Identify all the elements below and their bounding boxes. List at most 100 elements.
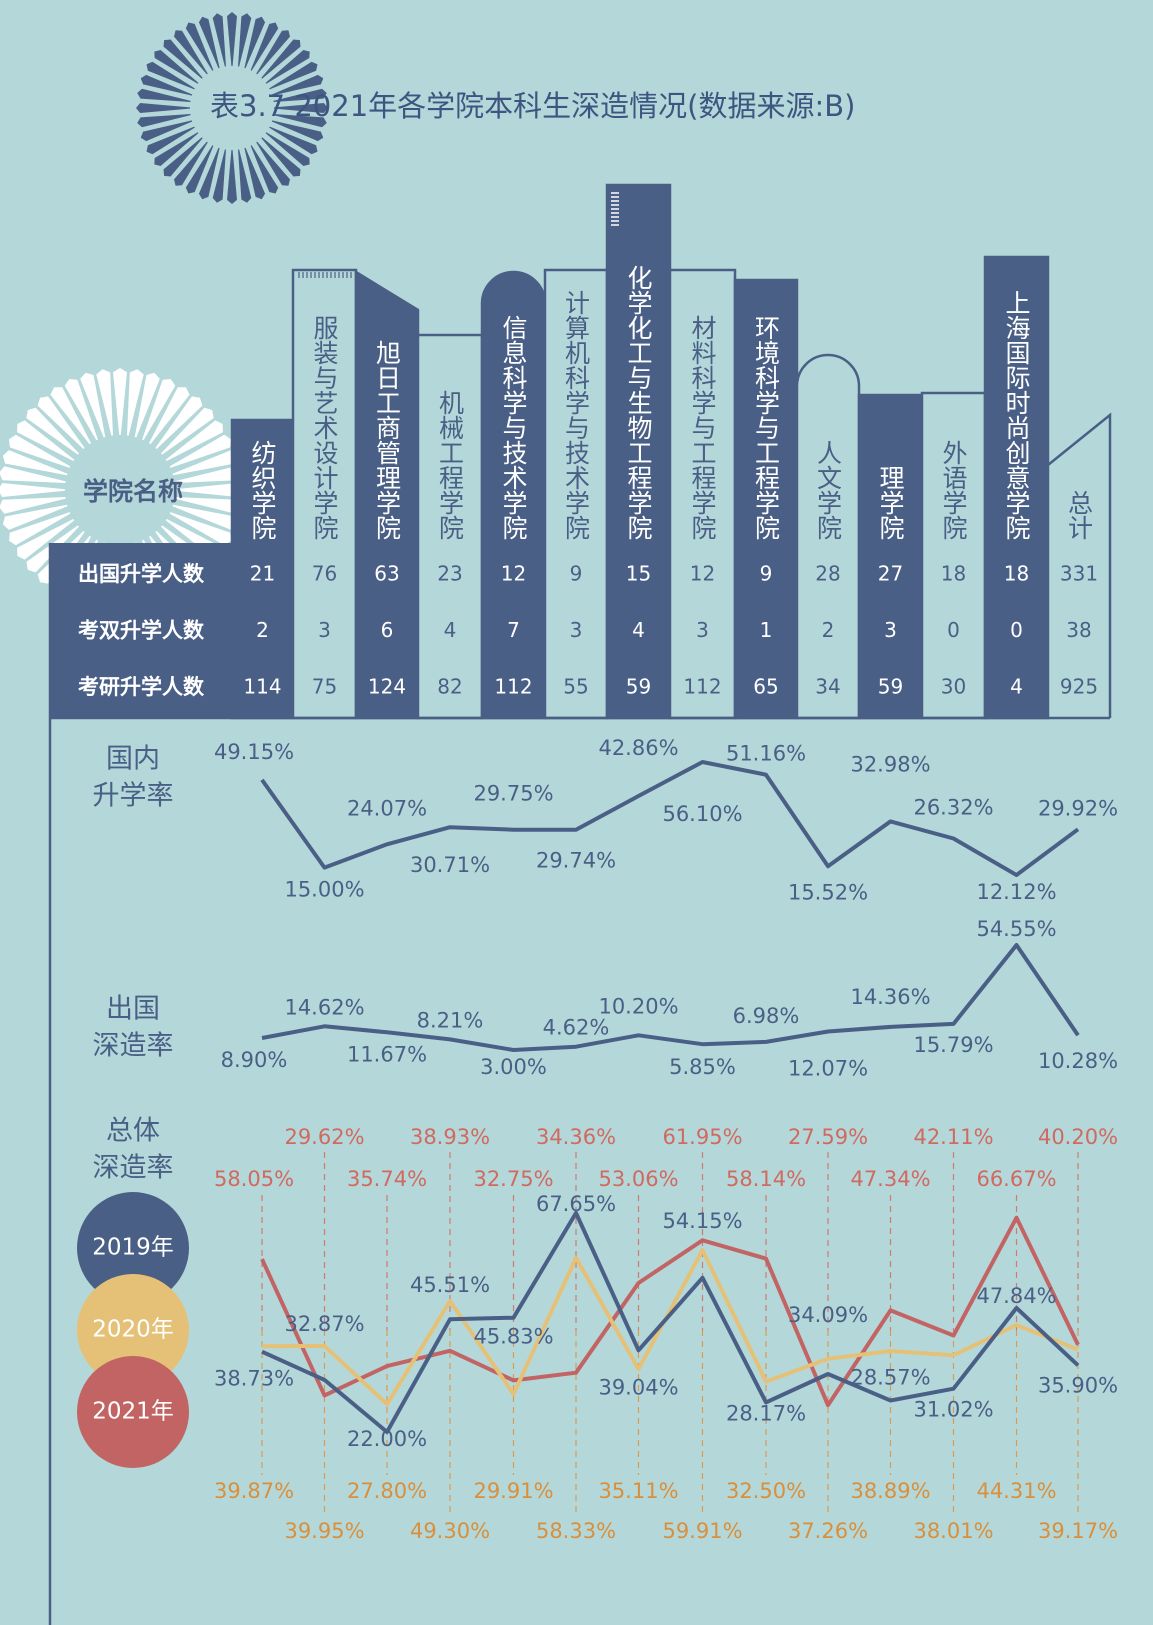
value-label: 56.10%	[662, 802, 742, 826]
value-label: 54.15%	[662, 1209, 742, 1233]
value-label: 54.55%	[976, 917, 1056, 941]
cell-value: 18	[1004, 562, 1029, 586]
chart-label: 国内	[106, 744, 160, 775]
starburst-ray	[227, 12, 237, 66]
starburst-ray	[163, 39, 203, 79]
legend-label: 2019年	[92, 1235, 174, 1261]
value-label: 28.17%	[726, 1401, 806, 1425]
starburst-ray	[185, 22, 214, 71]
value-label: 59.91%	[662, 1519, 742, 1543]
college-column	[795, 353, 861, 720]
cell-value: 4	[632, 618, 645, 642]
value-label: 28.57%	[850, 1365, 930, 1389]
starburst-ray	[64, 379, 98, 441]
college-column	[1046, 412, 1112, 718]
starburst-ray	[261, 137, 301, 177]
starburst-ray	[96, 369, 113, 436]
cell-value: 23	[437, 562, 462, 586]
row-label: 考双升学人数	[78, 619, 205, 643]
starburst-ray	[165, 420, 223, 461]
value-label: 26.32%	[913, 796, 993, 820]
starburst-ray	[175, 483, 242, 497]
starburst-ray	[172, 504, 238, 530]
cell-value: 12	[501, 562, 526, 586]
value-label: 44.31%	[976, 1479, 1056, 1503]
value-label: 32.75%	[473, 1167, 553, 1191]
starburst-ray	[174, 30, 208, 75]
cell-value: 0	[947, 618, 960, 642]
value-label: 5.85%	[669, 1055, 736, 1079]
starburst-ray	[146, 61, 195, 90]
value-label: 58.33%	[536, 1519, 616, 1543]
starburst-ray	[17, 519, 75, 560]
value-label: 35.11%	[598, 1479, 678, 1503]
college-name: 服装与艺术设计学院	[310, 315, 339, 540]
starburst-ray	[0, 497, 66, 514]
value-label: 38.93%	[410, 1125, 490, 1149]
cell-value: 82	[437, 675, 462, 699]
starburst-ray	[161, 407, 214, 455]
value-label: 67.65%	[536, 1192, 616, 1216]
value-label: 39.95%	[284, 1519, 364, 1543]
value-label: 27.59%	[788, 1125, 868, 1149]
value-label: 37.26%	[788, 1519, 868, 1543]
starburst-ray	[212, 149, 226, 203]
value-label: 12.12%	[976, 880, 1056, 904]
value-label: 29.62%	[284, 1125, 364, 1149]
value-label: 30.71%	[410, 853, 490, 877]
starburst-ray	[37, 396, 85, 449]
value-label: 45.51%	[410, 1273, 490, 1297]
cell-value: 3	[696, 618, 709, 642]
cell-value: 59	[878, 675, 903, 699]
value-label: 45.83%	[473, 1325, 553, 1349]
cell-value: 9	[760, 562, 773, 586]
starburst-ray	[269, 61, 318, 90]
value-label: 61.95%	[662, 1125, 742, 1149]
starburst-ray	[174, 497, 241, 514]
cell-value: 4	[1010, 675, 1023, 699]
starburst-ray	[273, 88, 327, 102]
value-label: 53.06%	[598, 1167, 678, 1191]
value-label: 14.62%	[284, 995, 364, 1019]
value-label: 47.84%	[976, 1284, 1056, 1308]
cell-value: 27	[878, 562, 903, 586]
chart-label: 升学率	[93, 781, 174, 812]
cell-value: 55	[563, 675, 588, 699]
value-label: 29.92%	[1038, 796, 1118, 820]
starburst-ray	[2, 450, 68, 476]
cell-value: 3	[318, 618, 331, 642]
starburst-ray	[250, 22, 279, 71]
value-label: 34.36%	[536, 1125, 616, 1149]
value-label: 38.89%	[850, 1479, 930, 1503]
college-name: 总计	[1065, 490, 1094, 540]
data-line	[260, 760, 1080, 877]
starburst-ray	[134, 372, 160, 438]
cell-value: 112	[494, 675, 532, 699]
cell-value: 34	[815, 675, 840, 699]
starburst-ray	[244, 16, 266, 69]
value-label: 51.16%	[726, 742, 806, 766]
cell-value: 124	[368, 675, 406, 699]
value-label: 34.09%	[788, 1303, 868, 1327]
starburst-ray	[17, 420, 75, 461]
starburst-ray	[271, 120, 324, 142]
cell-value: 2	[256, 618, 269, 642]
data-line	[261, 943, 1080, 1052]
value-label: 29.74%	[536, 849, 616, 873]
value-label: 15.00%	[284, 878, 364, 902]
value-label: 32.87%	[284, 1312, 364, 1336]
value-label: 38.73%	[214, 1367, 294, 1391]
starburst-ray	[137, 88, 191, 102]
starburst-ray	[169, 434, 231, 468]
starburst-ray	[261, 39, 301, 79]
starburst-ray	[250, 145, 279, 194]
value-label: 49.15%	[214, 740, 294, 764]
cell-value: 18	[941, 562, 966, 586]
value-label: 29.91%	[473, 1479, 553, 1503]
college-name: 材料科学与工程学院	[688, 315, 717, 540]
college-name: 计算机科学与技术学院	[562, 290, 591, 540]
cell-value: 65	[753, 675, 778, 699]
college-name: 信息科学与技术学院	[499, 315, 528, 540]
starburst-ray	[136, 103, 190, 113]
